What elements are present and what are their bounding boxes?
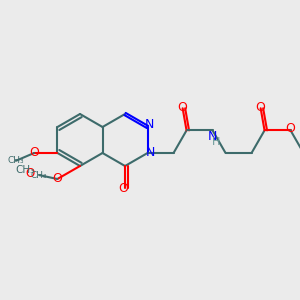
Text: O: O bbox=[286, 122, 296, 135]
Text: O: O bbox=[52, 172, 62, 184]
Text: CH₃: CH₃ bbox=[31, 171, 47, 180]
Text: CH₃: CH₃ bbox=[16, 165, 35, 175]
Text: O: O bbox=[256, 101, 266, 114]
Text: H: H bbox=[212, 137, 221, 147]
Text: N: N bbox=[208, 130, 217, 143]
Text: O: O bbox=[29, 146, 39, 158]
Text: O: O bbox=[25, 167, 34, 180]
Text: CH₃: CH₃ bbox=[8, 156, 24, 165]
Text: O: O bbox=[118, 182, 128, 195]
Text: O: O bbox=[178, 101, 188, 114]
Text: N: N bbox=[146, 146, 155, 160]
Text: N: N bbox=[145, 118, 154, 131]
